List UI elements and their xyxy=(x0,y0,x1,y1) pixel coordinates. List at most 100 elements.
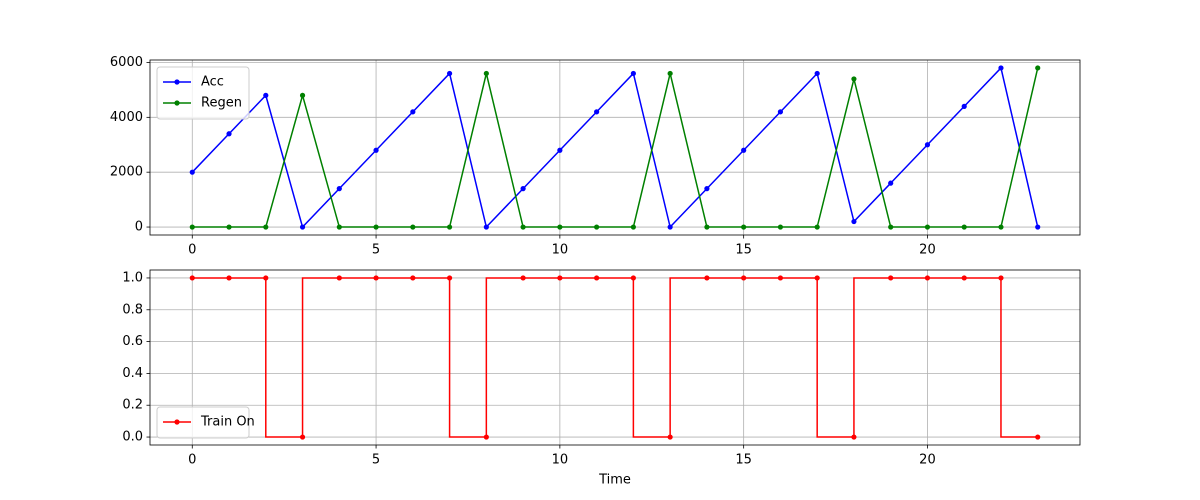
data-point xyxy=(410,224,416,230)
legend: Train On xyxy=(156,406,255,439)
data-point xyxy=(814,224,820,230)
data-point xyxy=(888,180,894,186)
data-point xyxy=(299,224,306,230)
data-point xyxy=(226,224,232,230)
data-point xyxy=(924,275,931,281)
data-point xyxy=(520,186,526,192)
x-tick-label: 15 xyxy=(735,453,752,468)
y-tick-label: 0.4 xyxy=(122,366,143,381)
plot-area xyxy=(189,65,1041,230)
data-point xyxy=(594,275,600,281)
data-point xyxy=(741,147,747,153)
data-point xyxy=(299,434,306,440)
data-point xyxy=(777,224,784,230)
legend-marker xyxy=(174,100,180,106)
data-point xyxy=(446,224,453,230)
data-point xyxy=(263,92,269,98)
y-tick-label: 6000 xyxy=(110,55,143,70)
data-point xyxy=(667,70,673,77)
data-point xyxy=(998,65,1004,71)
x-axis-label: Time xyxy=(598,473,631,488)
series-line xyxy=(192,277,1038,438)
y-tick-label: 4000 xyxy=(110,110,143,125)
legend-label: Regen xyxy=(201,96,242,111)
data-point xyxy=(373,147,379,153)
data-point xyxy=(814,275,820,281)
x-tick-label: 20 xyxy=(919,243,936,258)
data-point xyxy=(226,275,232,281)
legend-box xyxy=(156,66,250,120)
data-point xyxy=(483,224,489,230)
data-point xyxy=(630,275,636,281)
x-tick-label: 0 xyxy=(188,243,196,258)
data-point xyxy=(373,275,379,281)
data-point xyxy=(263,224,269,230)
data-point xyxy=(226,131,232,137)
data-point xyxy=(336,224,342,230)
data-point xyxy=(851,218,857,225)
data-point xyxy=(520,275,526,281)
data-point xyxy=(410,109,416,115)
data-point xyxy=(667,434,673,440)
data-point xyxy=(888,275,894,281)
data-point xyxy=(888,224,894,230)
data-point xyxy=(998,224,1004,230)
data-point xyxy=(814,70,820,77)
data-point xyxy=(483,434,489,440)
x-tick-label: 5 xyxy=(372,243,380,258)
legend-label: Acc xyxy=(201,75,224,90)
data-point xyxy=(667,224,673,230)
y-tick-label: 0.0 xyxy=(122,430,143,445)
y-tick-label: 0 xyxy=(135,220,143,235)
data-point xyxy=(189,224,195,230)
x-tick-label: 20 xyxy=(919,453,936,468)
axes-frame xyxy=(149,269,1081,446)
data-point xyxy=(924,142,931,148)
data-point xyxy=(410,275,416,281)
data-point xyxy=(373,224,379,230)
data-point xyxy=(299,92,306,98)
data-point xyxy=(446,275,453,281)
series-line xyxy=(192,67,1039,228)
data-point xyxy=(777,275,784,281)
y-tick-label: 1.0 xyxy=(122,270,143,285)
data-point xyxy=(630,70,636,77)
data-point xyxy=(336,275,342,281)
data-point xyxy=(998,275,1004,281)
data-point xyxy=(924,224,931,230)
data-point xyxy=(851,76,857,82)
legend-box xyxy=(156,406,250,439)
data-point xyxy=(961,275,967,281)
data-point xyxy=(557,224,563,230)
data-point xyxy=(483,70,489,77)
y-tick-label: 0.6 xyxy=(122,334,143,349)
data-point xyxy=(741,275,747,281)
data-point xyxy=(557,147,563,153)
x-tick-label: 10 xyxy=(552,453,569,468)
data-point xyxy=(336,186,342,192)
data-point xyxy=(741,224,747,230)
data-point xyxy=(704,224,710,230)
data-point xyxy=(594,109,600,115)
x-tick-label: 15 xyxy=(735,243,752,258)
data-point xyxy=(777,109,784,115)
axes-frame xyxy=(149,59,1081,236)
data-point xyxy=(630,224,636,230)
data-point xyxy=(263,275,269,281)
data-point xyxy=(704,275,710,281)
data-point xyxy=(961,103,967,109)
data-point xyxy=(961,224,967,230)
data-point xyxy=(446,70,453,77)
data-point xyxy=(594,224,600,230)
data-point xyxy=(1035,65,1041,71)
y-tick-label: 0.2 xyxy=(122,398,143,413)
plot-area xyxy=(189,275,1041,440)
legend-marker xyxy=(174,79,180,85)
y-tick-label: 2000 xyxy=(110,165,143,180)
x-tick-label: 10 xyxy=(552,243,569,258)
data-point xyxy=(1035,434,1041,440)
data-point xyxy=(520,224,526,230)
y-tick-label: 0.8 xyxy=(122,302,143,317)
data-point xyxy=(851,434,857,440)
